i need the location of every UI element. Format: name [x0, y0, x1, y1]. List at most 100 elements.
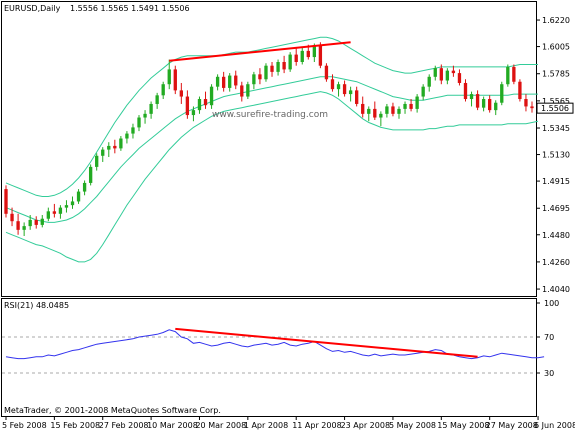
candle-body: [76, 191, 81, 202]
candle: [209, 84, 214, 109]
candle: [203, 91, 208, 109]
candle-body: [185, 96, 190, 116]
candle-body: [391, 106, 395, 114]
x-tick-label: 20 Mar 2008: [195, 421, 246, 430]
candle: [475, 90, 480, 111]
candle-body: [421, 86, 425, 97]
candle-body: [197, 99, 202, 111]
candle: [457, 69, 462, 86]
candle-body: [173, 69, 177, 91]
price-tick-label: 1.4040: [542, 285, 570, 294]
candle: [149, 101, 153, 119]
candle-body: [282, 62, 286, 70]
candle: [481, 96, 486, 112]
candle: [137, 115, 141, 132]
copyright-text: MetaTrader, © 2001-2008 MetaQuotes Softw…: [4, 406, 221, 415]
candle-body: [203, 99, 208, 106]
candle-body: [324, 65, 329, 80]
candle-body: [52, 211, 57, 214]
x-tick-label: 1 Apr 2008: [244, 421, 288, 430]
candle: [246, 81, 250, 100]
x-tick-label: 15 Feb 2008: [50, 421, 100, 430]
candle: [433, 65, 437, 81]
candle: [125, 131, 129, 144]
candle-body: [312, 45, 317, 58]
x-tick-label: 27 Feb 2008: [99, 421, 149, 430]
candle: [179, 82, 183, 104]
candle: [373, 101, 377, 120]
candle: [348, 86, 353, 102]
candle: [391, 102, 395, 117]
candle-body: [361, 103, 365, 114]
x-tick-label: 6 Jun 2008: [534, 421, 575, 430]
x-tick-label: 23 Apr 2008: [341, 421, 390, 430]
candle: [288, 52, 292, 72]
candle: [88, 164, 93, 186]
price-header-symbol: EURUSD,Daily: [4, 4, 61, 13]
candle-body: [125, 133, 129, 139]
candle: [113, 139, 117, 154]
price-tick-label: 1.4695: [542, 204, 570, 213]
candle-body: [379, 113, 383, 118]
price-panel-frame: [1, 1, 537, 297]
candle: [439, 64, 443, 85]
candle-body: [155, 95, 159, 104]
candle-body: [403, 103, 407, 109]
candle: [161, 81, 165, 100]
band-middle-line: [5, 76, 538, 223]
candle-body: [113, 145, 117, 149]
rsi-title: RSI(21) 48.0485: [4, 301, 69, 310]
candle: [46, 207, 50, 222]
candle-body: [95, 155, 99, 167]
candle-body: [276, 62, 280, 72]
candle: [4, 185, 8, 218]
price-axis: 1.6220 1.6005 1.5785 1.5565 1.5345 1.5130 1.49…: [536, 16, 574, 294]
candle: [215, 74, 220, 91]
candle-body: [294, 54, 298, 62]
candle: [451, 65, 456, 77]
candle: [342, 80, 347, 97]
candle: [415, 94, 419, 113]
candle-body: [518, 81, 522, 100]
candle: [95, 153, 99, 171]
candle-body: [221, 76, 226, 88]
candle-body: [524, 99, 528, 107]
candle: [240, 81, 244, 102]
candle: [264, 63, 268, 82]
candle: [530, 101, 534, 113]
price-tick-label: 1.6220: [542, 16, 570, 25]
last-price-label: 1.5506: [541, 104, 569, 113]
candle: [228, 73, 232, 92]
candle: [143, 110, 147, 124]
candle-body: [246, 84, 250, 97]
candle-body: [101, 149, 105, 156]
candle-body: [457, 73, 462, 83]
candle: [234, 70, 238, 90]
candle-body: [270, 65, 274, 72]
candle: [276, 59, 280, 76]
candle-body: [252, 74, 256, 85]
candle-body: [258, 74, 262, 80]
watermark-text: www.surefire-trading.com: [212, 110, 328, 120]
candle: [500, 81, 504, 106]
candle-body: [209, 86, 214, 106]
candle: [518, 79, 522, 102]
candle-body: [500, 84, 504, 103]
candle-body: [234, 75, 238, 86]
candle-body: [433, 68, 437, 77]
candle-body: [4, 189, 8, 214]
candle-body: [488, 99, 492, 111]
candle-body: [107, 145, 111, 150]
candle-body: [409, 103, 413, 109]
candle: [40, 215, 44, 228]
candle: [34, 216, 38, 229]
candle: [324, 63, 329, 82]
candle-body: [475, 94, 480, 108]
candle: [22, 222, 26, 236]
candle-body: [385, 106, 389, 114]
candle-body: [58, 207, 63, 214]
candle: [185, 90, 190, 119]
candle-body: [167, 69, 171, 85]
candle: [397, 106, 401, 119]
